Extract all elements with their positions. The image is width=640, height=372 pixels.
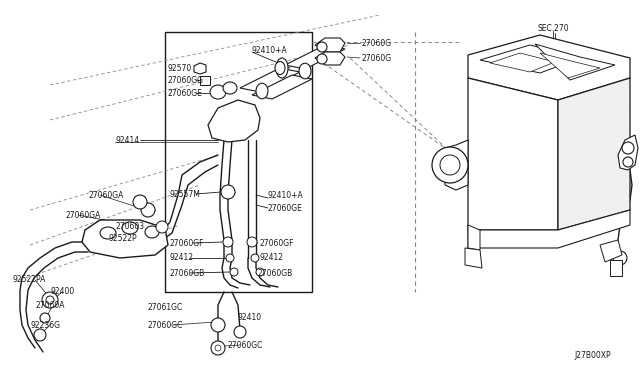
Circle shape <box>251 254 259 262</box>
Text: 92570: 92570 <box>168 64 192 73</box>
Text: 27060GB: 27060GB <box>258 269 293 278</box>
Text: 27060GB: 27060GB <box>170 269 205 278</box>
Polygon shape <box>540 53 600 78</box>
Text: J27B00XP: J27B00XP <box>574 350 611 359</box>
Text: 27060GG: 27060GG <box>168 76 204 84</box>
Circle shape <box>256 268 264 276</box>
Circle shape <box>432 147 468 183</box>
Ellipse shape <box>275 61 285 74</box>
Ellipse shape <box>256 83 268 99</box>
Polygon shape <box>558 78 630 230</box>
Circle shape <box>226 254 234 262</box>
Polygon shape <box>240 68 300 92</box>
Circle shape <box>223 237 233 247</box>
Polygon shape <box>465 248 482 268</box>
Circle shape <box>141 203 155 217</box>
Circle shape <box>156 221 168 233</box>
Polygon shape <box>468 210 630 248</box>
Circle shape <box>247 237 257 247</box>
Text: 92522P: 92522P <box>108 234 136 243</box>
Text: 92236G: 92236G <box>30 321 60 330</box>
Circle shape <box>133 195 147 209</box>
Text: 27060GC: 27060GC <box>148 321 184 330</box>
Polygon shape <box>480 45 580 73</box>
Circle shape <box>230 268 238 276</box>
Circle shape <box>623 157 633 167</box>
Polygon shape <box>600 240 622 262</box>
Ellipse shape <box>299 63 311 79</box>
Bar <box>165 32 312 292</box>
Text: 27060GA: 27060GA <box>65 211 100 219</box>
Text: 92414: 92414 <box>115 135 139 144</box>
Polygon shape <box>618 135 638 170</box>
Circle shape <box>40 313 50 323</box>
Circle shape <box>211 318 225 332</box>
Text: 27060GE: 27060GE <box>168 89 203 97</box>
Polygon shape <box>208 100 260 142</box>
Text: 92410: 92410 <box>238 314 262 323</box>
Text: 92400: 92400 <box>50 288 74 296</box>
Polygon shape <box>535 44 615 80</box>
Bar <box>200 76 210 85</box>
Circle shape <box>613 251 627 265</box>
Text: 27060G: 27060G <box>362 54 392 62</box>
Ellipse shape <box>122 222 138 234</box>
Text: 92522PA: 92522PA <box>12 276 45 285</box>
Circle shape <box>211 341 225 355</box>
Polygon shape <box>445 140 468 190</box>
Text: 27060GF: 27060GF <box>260 238 294 247</box>
Text: 92410+A: 92410+A <box>268 190 304 199</box>
Polygon shape <box>82 220 168 258</box>
Circle shape <box>215 345 221 351</box>
Text: 27060A: 27060A <box>35 301 65 310</box>
Polygon shape <box>285 45 345 69</box>
Text: 27061GC: 27061GC <box>148 304 183 312</box>
Polygon shape <box>490 53 555 72</box>
Ellipse shape <box>276 58 288 78</box>
Text: 27060GE: 27060GE <box>268 203 303 212</box>
Ellipse shape <box>210 85 226 99</box>
Text: 92557M: 92557M <box>170 189 201 199</box>
Polygon shape <box>468 78 558 230</box>
Polygon shape <box>315 52 345 65</box>
Circle shape <box>42 292 58 308</box>
Ellipse shape <box>145 226 159 238</box>
Polygon shape <box>468 225 480 250</box>
Circle shape <box>234 326 246 338</box>
Circle shape <box>317 42 327 52</box>
Ellipse shape <box>100 227 116 239</box>
Circle shape <box>34 329 46 341</box>
Polygon shape <box>194 63 206 74</box>
Circle shape <box>622 142 634 154</box>
Text: SEC.270: SEC.270 <box>538 23 570 32</box>
Circle shape <box>221 185 235 199</box>
Text: 270603: 270603 <box>115 221 144 231</box>
Bar <box>610 260 622 276</box>
Text: 27060GC: 27060GC <box>228 340 264 350</box>
Text: 92412: 92412 <box>170 253 194 263</box>
Text: 92410+A: 92410+A <box>252 45 288 55</box>
Polygon shape <box>468 35 630 100</box>
Text: 92412: 92412 <box>260 253 284 263</box>
Circle shape <box>46 296 54 304</box>
Ellipse shape <box>223 82 237 94</box>
Text: 27060GF: 27060GF <box>170 238 205 247</box>
Circle shape <box>440 155 460 175</box>
Circle shape <box>317 54 327 64</box>
Polygon shape <box>315 38 345 52</box>
Polygon shape <box>252 75 312 99</box>
Text: 27060G: 27060G <box>362 38 392 48</box>
Text: 27060GA: 27060GA <box>88 190 124 199</box>
